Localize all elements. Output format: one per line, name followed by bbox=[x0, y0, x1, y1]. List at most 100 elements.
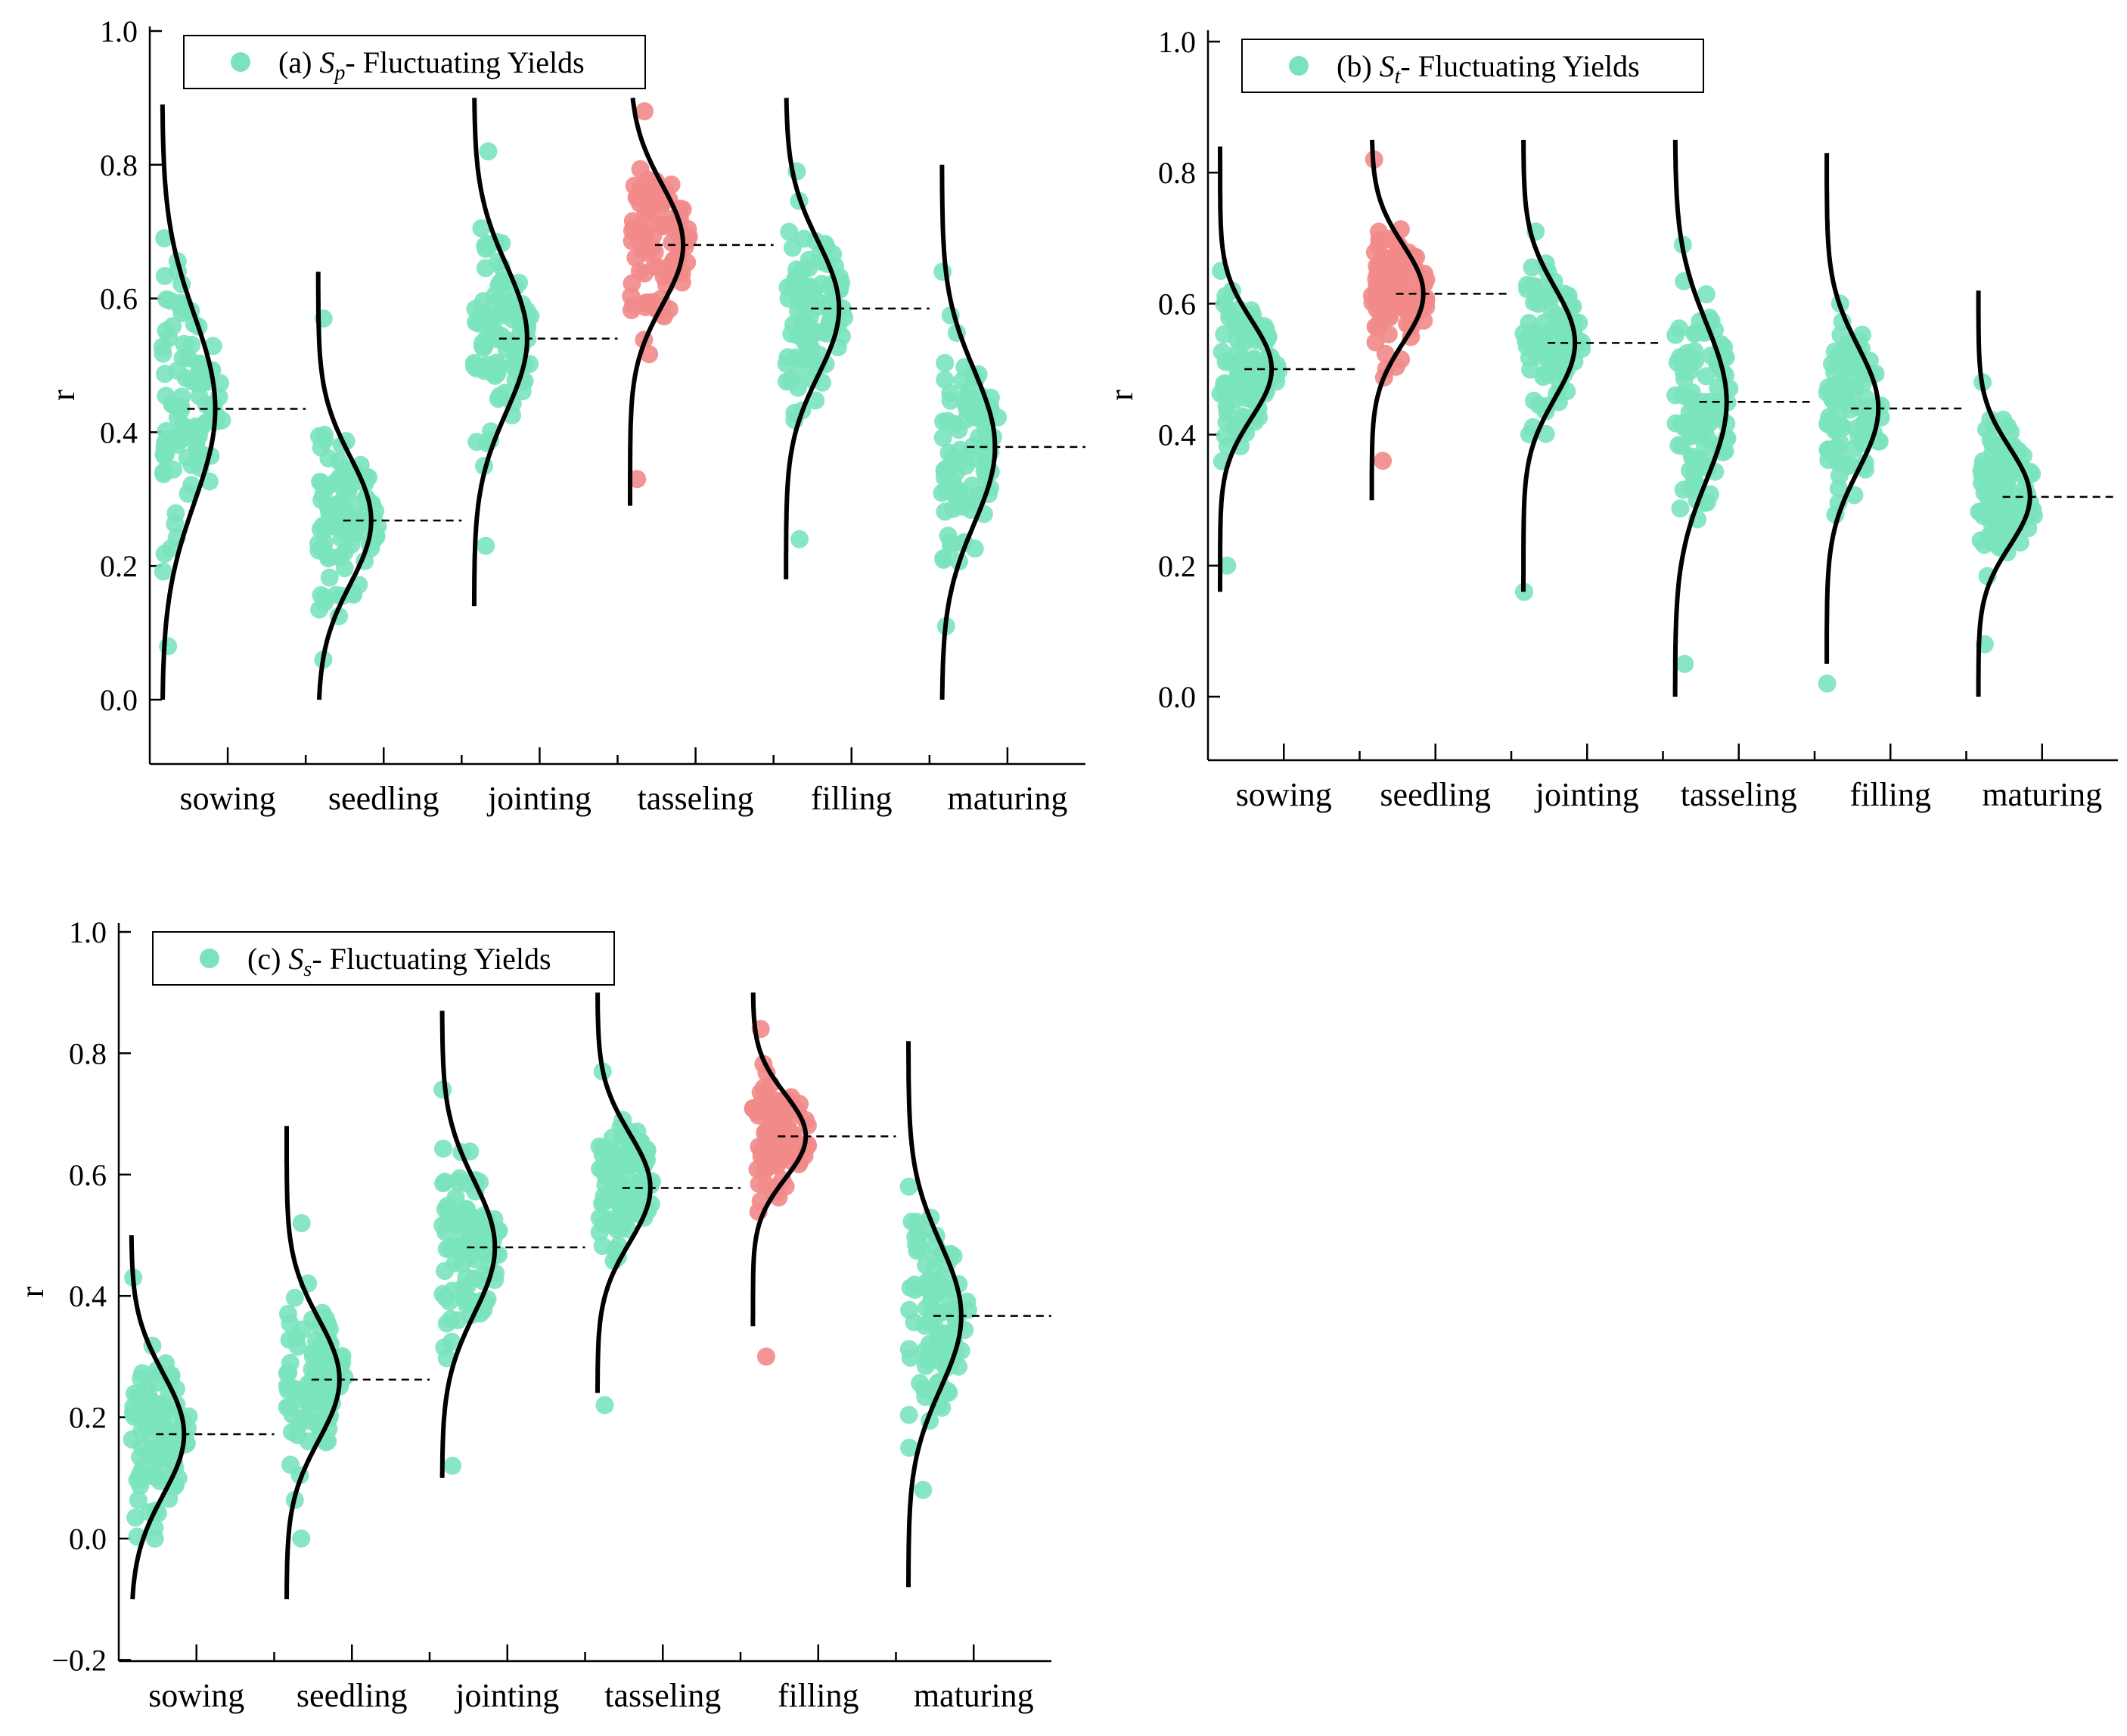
data-point bbox=[154, 344, 172, 363]
y-tick-label: 0.4 bbox=[1158, 418, 1196, 452]
data-point bbox=[213, 411, 231, 430]
data-point bbox=[443, 1456, 462, 1475]
data-point bbox=[203, 337, 222, 356]
data-point bbox=[941, 459, 959, 478]
category-label-sowing: sowing bbox=[148, 1677, 244, 1714]
data-point bbox=[299, 1432, 318, 1451]
data-point bbox=[1831, 416, 1850, 435]
data-point bbox=[1983, 508, 2001, 527]
panel-a: 0.0 0.2 0.4 0.6 0.8 1.0 r sowing seedling jointin… bbox=[45, 14, 1085, 817]
data-point bbox=[1853, 426, 1872, 445]
data-point bbox=[1380, 308, 1399, 327]
data-point bbox=[1683, 447, 1702, 466]
data-point bbox=[185, 370, 204, 389]
data-point bbox=[315, 588, 334, 607]
data-point bbox=[155, 266, 174, 285]
data-point bbox=[131, 1476, 150, 1495]
data-point bbox=[1669, 436, 1688, 455]
data-point bbox=[593, 1237, 612, 1256]
y-tick-label: 0.0 bbox=[1158, 680, 1196, 714]
data-point bbox=[781, 371, 800, 390]
data-point bbox=[464, 1269, 483, 1288]
data-point bbox=[437, 1349, 456, 1368]
category-label-seedling: seedling bbox=[297, 1677, 408, 1714]
data-point bbox=[149, 1459, 168, 1478]
data-point bbox=[126, 1508, 145, 1527]
density-curve-sowing bbox=[129, 1234, 187, 1600]
data-point bbox=[311, 520, 330, 539]
data-point bbox=[594, 1215, 612, 1234]
data-point bbox=[477, 536, 495, 555]
data-point bbox=[166, 514, 185, 533]
data-point bbox=[433, 1216, 452, 1234]
data-point bbox=[490, 387, 509, 405]
category-label-jointing: jointing bbox=[1534, 776, 1639, 813]
data-point bbox=[159, 637, 178, 656]
legend-label: (c) Ss- Fluctuating Yields bbox=[247, 942, 551, 981]
data-point bbox=[926, 1248, 945, 1267]
data-point bbox=[446, 1188, 465, 1207]
data-point bbox=[1709, 403, 1728, 422]
data-point bbox=[332, 492, 351, 511]
data-point bbox=[1216, 374, 1234, 393]
category-label-tasseling: tasseling bbox=[604, 1677, 721, 1714]
data-point bbox=[900, 1438, 918, 1457]
data-point bbox=[625, 218, 644, 237]
data-point bbox=[778, 348, 797, 367]
points-seedling bbox=[1362, 150, 1436, 470]
data-point bbox=[479, 142, 498, 161]
data-point bbox=[939, 476, 958, 495]
points-tasseling bbox=[590, 1062, 662, 1415]
density-curve-seedling bbox=[284, 1126, 342, 1600]
points-tasseling bbox=[622, 102, 698, 489]
category-label-tasseling: tasseling bbox=[638, 780, 754, 817]
data-point bbox=[155, 446, 174, 465]
data-point bbox=[932, 1303, 951, 1322]
data-point bbox=[934, 549, 953, 568]
data-point bbox=[1992, 489, 2011, 508]
data-point bbox=[1374, 265, 1393, 284]
data-point bbox=[319, 449, 338, 467]
data-point bbox=[936, 370, 955, 389]
density-curve-maturing bbox=[939, 164, 998, 700]
data-point bbox=[315, 431, 334, 449]
data-point bbox=[641, 172, 660, 191]
data-point bbox=[628, 188, 647, 207]
data-point bbox=[137, 1388, 156, 1406]
data-point bbox=[928, 1326, 947, 1345]
data-point bbox=[1542, 324, 1560, 343]
data-point bbox=[458, 1203, 477, 1222]
category-label-jointing: jointing bbox=[486, 780, 592, 817]
data-point bbox=[631, 160, 650, 179]
data-point bbox=[292, 1529, 311, 1548]
data-point bbox=[942, 533, 961, 552]
data-point bbox=[1681, 478, 1700, 497]
y-tick-label: 0.6 bbox=[69, 1158, 107, 1192]
data-point bbox=[779, 289, 798, 308]
data-point bbox=[899, 1405, 918, 1424]
data-point bbox=[1697, 367, 1716, 386]
data-point bbox=[486, 364, 505, 383]
data-point bbox=[635, 293, 654, 312]
data-point bbox=[464, 353, 483, 372]
data-point bbox=[179, 484, 197, 503]
data-point bbox=[1975, 483, 1994, 502]
y-tick-label: 0.8 bbox=[1158, 156, 1196, 190]
data-point bbox=[595, 1396, 614, 1415]
category-label-sowing: sowing bbox=[180, 780, 276, 817]
data-point bbox=[652, 216, 671, 234]
density-curve-jointing bbox=[1521, 139, 1578, 592]
data-point bbox=[783, 238, 802, 257]
density-curve-seedling bbox=[315, 272, 374, 700]
data-point bbox=[616, 1150, 635, 1169]
legend-box bbox=[152, 931, 615, 986]
data-point bbox=[1573, 340, 1591, 359]
data-point bbox=[1220, 308, 1239, 327]
data-point bbox=[1547, 306, 1566, 325]
data-point bbox=[1241, 366, 1260, 385]
data-point bbox=[1831, 325, 1850, 344]
data-point bbox=[132, 1369, 151, 1388]
data-point bbox=[129, 1406, 147, 1425]
y-tick-label: 0.4 bbox=[69, 1279, 107, 1313]
data-point bbox=[756, 1347, 775, 1366]
